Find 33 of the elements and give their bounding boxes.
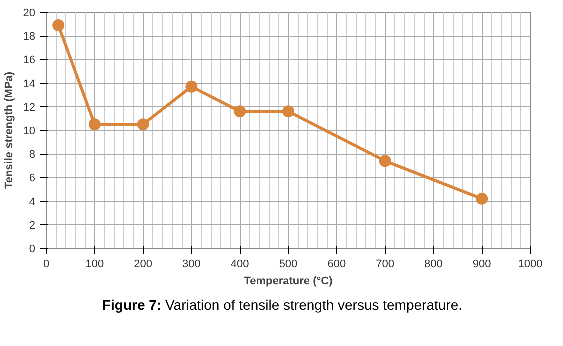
x-tick-label: 300 — [182, 258, 201, 270]
y-tick-label: 8 — [29, 149, 36, 162]
point — [137, 118, 150, 131]
y-tick-label: 20 — [23, 8, 36, 20]
y-tick-label: 0 — [29, 244, 36, 256]
point — [186, 80, 198, 93]
x-tick-label: 100 — [86, 258, 104, 270]
caption: Figure 7: Variation of tensile strength versus temperature. — [102, 296, 462, 315]
y-tick-label: 18 — [23, 31, 36, 44]
point — [52, 19, 65, 32]
x-tick-label: 500 — [279, 258, 298, 270]
x-tick-label: 400 — [230, 258, 250, 270]
x-tick-label: 800 — [424, 258, 443, 270]
point — [282, 106, 294, 118]
point — [234, 106, 246, 118]
x-tick-label: 700 — [376, 258, 394, 270]
x-tick-label: 1000 — [518, 258, 543, 270]
point — [379, 155, 392, 168]
x-tick-label: 0 — [43, 258, 50, 270]
point — [476, 192, 488, 205]
y-tick-label: 12 — [23, 102, 36, 114]
y-tick-label: 6 — [29, 172, 36, 185]
y-tick-label: 14 — [23, 78, 36, 90]
y-tick-label: 2 — [29, 220, 36, 232]
x-tick-label: 900 — [472, 258, 492, 270]
x-tick-label: 600 — [328, 258, 346, 270]
y-tick-label: 4 — [29, 196, 36, 208]
point — [88, 118, 101, 131]
x-tick-label: 200 — [134, 258, 152, 270]
x-axis-title: Temperature (°C) — [244, 276, 334, 288]
y-axis-title: Tensile strength (MPa) — [3, 72, 16, 190]
y-tick-label: 16 — [23, 54, 36, 67]
y-tick-label: 10 — [23, 126, 36, 138]
